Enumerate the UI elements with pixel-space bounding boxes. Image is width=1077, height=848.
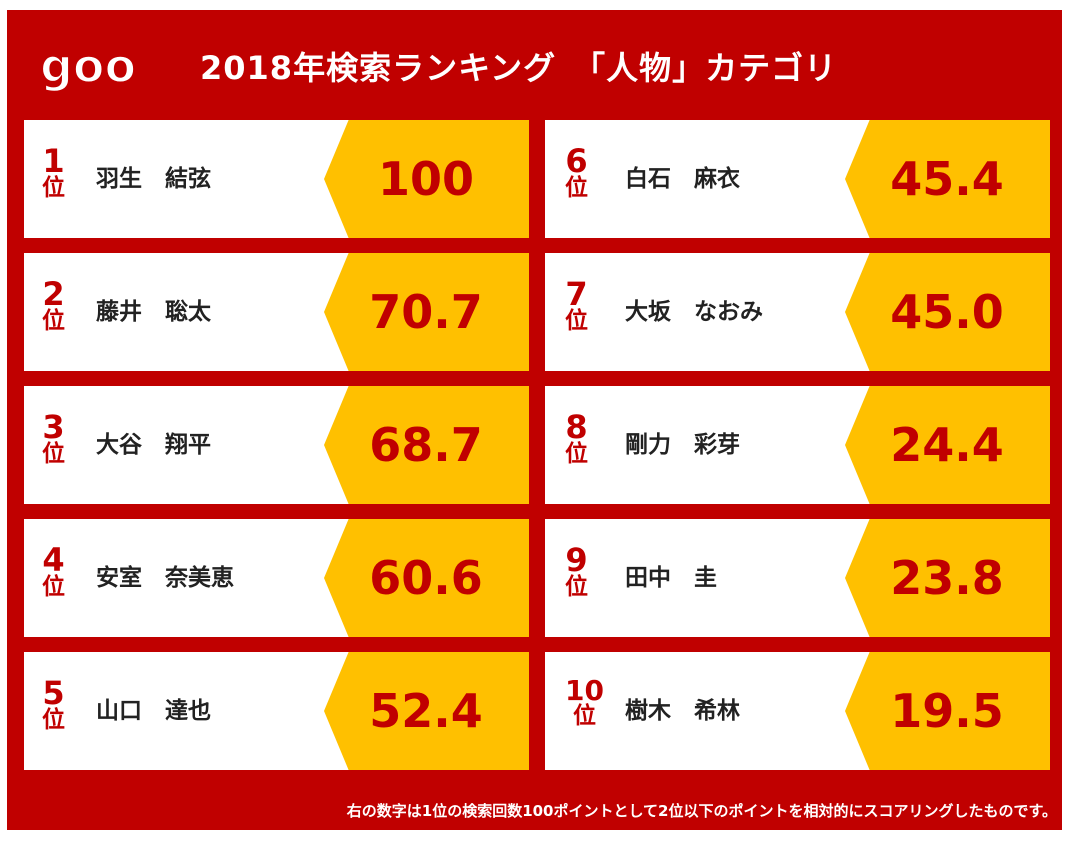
- score-badge: [324, 519, 529, 637]
- goo-logo: goo: [39, 44, 137, 94]
- ranking-card: 7 位 大坂 なおみ 45.0: [545, 253, 1050, 371]
- score-badge: [324, 386, 529, 504]
- rank-number: 8: [565, 408, 588, 446]
- score-badge: [845, 652, 1050, 770]
- person-name: 樹木 希林: [625, 698, 740, 724]
- rank-number: 1: [42, 142, 65, 180]
- person-name: 白石 麻衣: [625, 166, 740, 192]
- rank-unit: 位: [565, 574, 588, 600]
- rank-unit: 位: [42, 574, 65, 600]
- ranking-card: 4 位 安室 奈美恵 60.6: [24, 519, 529, 637]
- rank-unit: 位: [565, 441, 588, 467]
- rank-number: 6: [565, 142, 588, 180]
- ranking-card: 10 位樹木 希林 19.5: [545, 652, 1050, 770]
- person-name: 大坂 なおみ: [625, 299, 763, 325]
- rank-label: 10 位: [565, 677, 604, 728]
- score-badge: [324, 652, 529, 770]
- search-score: 70.7: [369, 285, 483, 339]
- ranking-card: 1 位 羽生 結弦 100: [24, 120, 529, 238]
- rank-number: 10: [565, 674, 604, 707]
- score-badge: [845, 253, 1050, 371]
- ranking-card: 9 位 田中 圭 23.8: [545, 519, 1050, 637]
- rank-number: 9: [565, 541, 588, 579]
- score-badge: [324, 120, 529, 238]
- rank-number: 3: [42, 408, 65, 446]
- score-badge: [845, 386, 1050, 504]
- rank-unit: 位: [565, 175, 588, 201]
- person-name: 田中 圭: [625, 565, 717, 591]
- ranking-card: 2 位 藤井 聡太 70.7: [24, 253, 529, 371]
- score-badge: [845, 519, 1050, 637]
- search-score: 24.4: [890, 418, 1004, 472]
- ranking-card: 6 位 白石 麻衣 45.4: [545, 120, 1050, 238]
- search-score: 23.8: [890, 551, 1004, 605]
- rank-number: 7: [565, 275, 588, 313]
- person-name: 安室 奈美恵: [96, 565, 234, 591]
- search-score: 45.4: [890, 152, 1004, 206]
- rank-number: 4: [42, 541, 65, 579]
- person-name: 藤井 聡太: [96, 299, 211, 325]
- search-score: 52.4: [369, 684, 483, 738]
- rank-unit: 位: [42, 441, 65, 467]
- ranking-card: 8 位 剛力 彩芽 24.4: [545, 386, 1050, 504]
- rank-number: 2: [42, 275, 65, 313]
- rank-unit: 位: [42, 175, 65, 201]
- footnote: 右の数字は1位の検索回数100ポイントとして2位以下のポイントを相対的にスコアリ…: [346, 802, 1057, 820]
- search-score: 100: [377, 152, 475, 206]
- search-score: 19.5: [890, 684, 1004, 738]
- person-name: 山口 達也: [96, 698, 211, 724]
- search-score: 68.7: [369, 418, 483, 472]
- score-badge: [845, 120, 1050, 238]
- goo-logo-text: goo: [40, 44, 136, 93]
- rank-unit: 位: [572, 703, 596, 729]
- person-name: 羽生 結弦: [96, 166, 211, 192]
- ranking-card: 3 位 大谷 翔平 68.7: [24, 386, 529, 504]
- rank-unit: 位: [42, 308, 65, 334]
- ranking-card: 5 位 山口 達也 52.4: [24, 652, 529, 770]
- person-name: 剛力 彩芽: [625, 432, 740, 458]
- search-score: 45.0: [890, 285, 1004, 339]
- score-badge: [324, 253, 529, 371]
- rank-unit: 位: [42, 707, 65, 733]
- rank-number: 5: [42, 674, 65, 712]
- person-name: 大谷 翔平: [96, 432, 211, 458]
- search-score: 60.6: [369, 551, 483, 605]
- page-title: 2018年検索ランキング 「人物」カテゴリ: [200, 49, 838, 87]
- rank-unit: 位: [565, 308, 588, 334]
